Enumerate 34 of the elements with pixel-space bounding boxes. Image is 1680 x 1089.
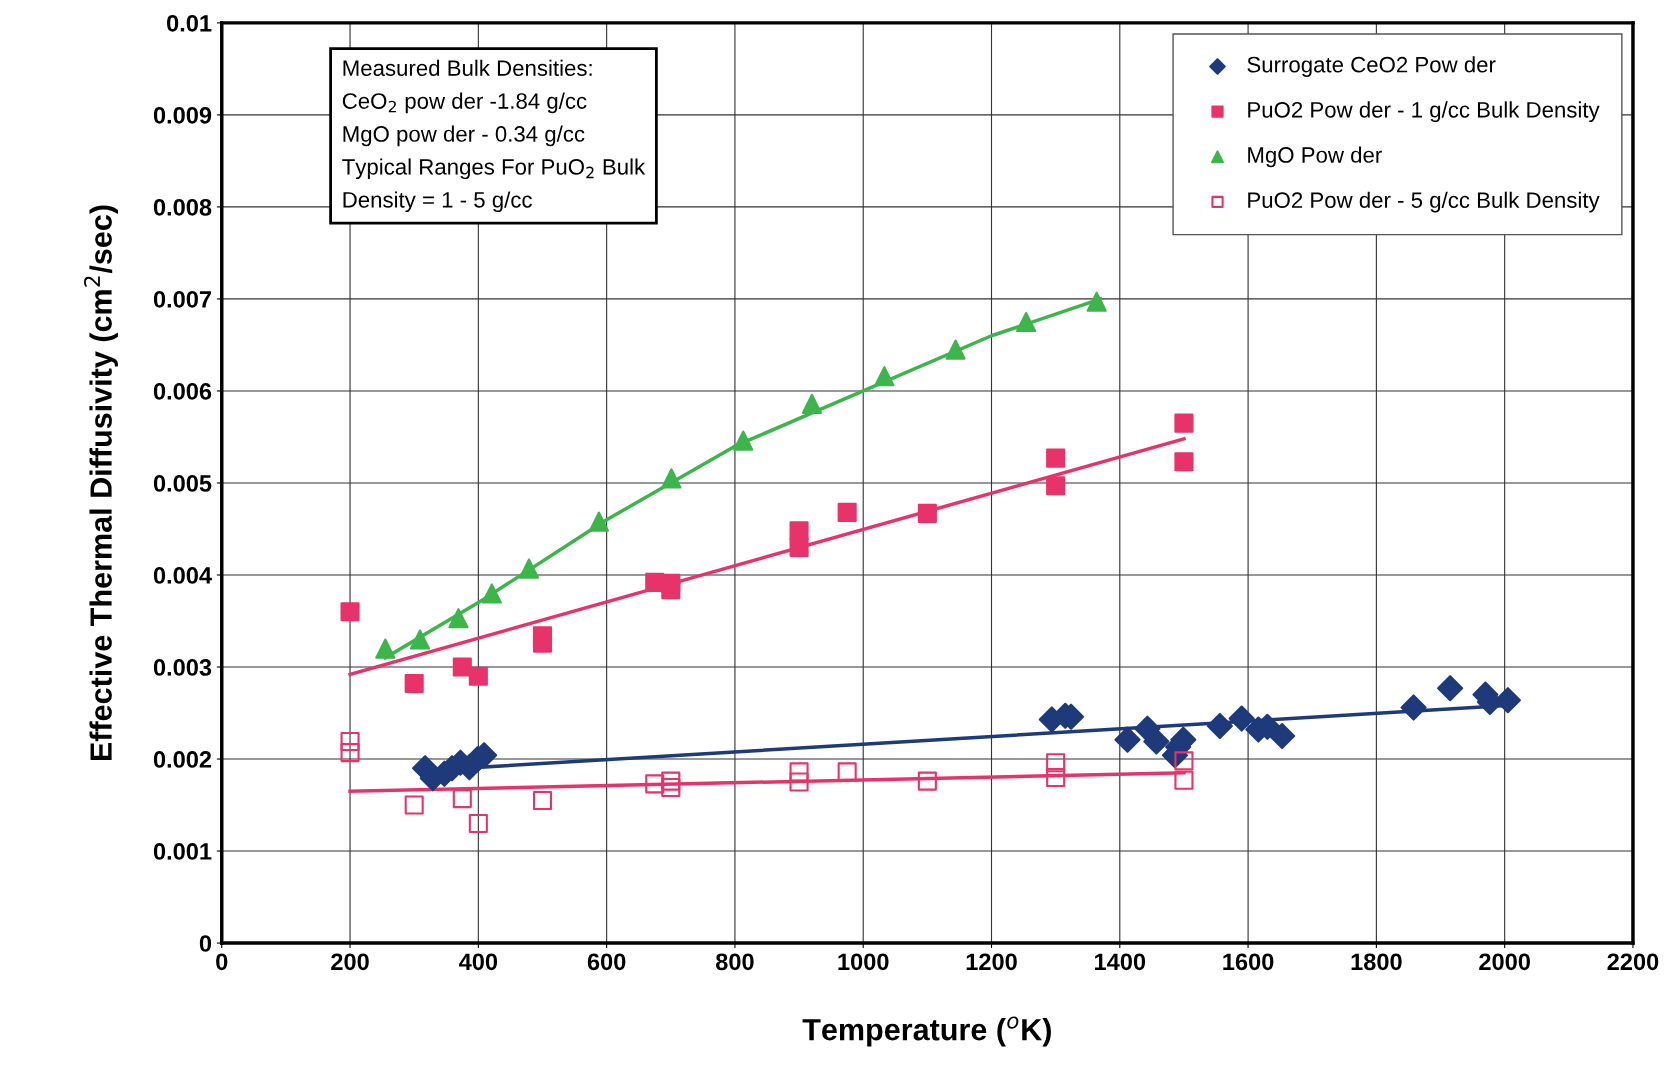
y-tick-label: 0.004 bbox=[153, 567, 212, 584]
y-tick-label: 0.006 bbox=[153, 383, 212, 400]
x-tick-label: 0 bbox=[216, 953, 228, 971]
x-tick-label: 2200 bbox=[1607, 953, 1659, 971]
y-tick-label: 0.005 bbox=[153, 475, 212, 492]
x-tick-label: 2000 bbox=[1479, 953, 1530, 971]
x-tick-label: 1800 bbox=[1351, 953, 1402, 971]
x-tick-label: 1600 bbox=[1223, 953, 1274, 971]
x-tick-label: 400 bbox=[459, 953, 498, 971]
x-tick-label: 800 bbox=[715, 953, 754, 971]
y-tick-label: 0.01 bbox=[167, 14, 212, 32]
annotation: MgO pow der - 0.34 g/cc bbox=[343, 125, 585, 147]
y-tick-label: 0.003 bbox=[153, 659, 212, 676]
annotation: CeO$_{2}$ pow der -1.84 g/cc bbox=[342, 92, 587, 114]
x-tick-label: 1000 bbox=[838, 953, 889, 971]
x-axis-title: Temperature ($^{o}$K) bbox=[802, 1016, 1051, 1047]
y-tick-label: 0.002 bbox=[153, 751, 212, 768]
y-axis-title: Effective Thermal Diffusivity (cm$^{2}$/sec) bbox=[84, 205, 118, 761]
legend-label: PuO2 Pow der - 5 g/cc Bulk Density bbox=[1248, 191, 1600, 213]
annotation: Typical Ranges For PuO$_{2}$ Bulk bbox=[342, 158, 646, 180]
y-tick-label: 0.009 bbox=[153, 106, 212, 124]
x-tick-label: 600 bbox=[587, 953, 626, 971]
annotation: Density = 1 - 5 g/cc bbox=[343, 191, 532, 213]
y-tick-label: 0.001 bbox=[153, 843, 212, 860]
x-tick-label: 200 bbox=[331, 953, 369, 971]
y-tick-label: 0.008 bbox=[153, 198, 212, 216]
legend-label: Surrogate CeO2 Pow der bbox=[1247, 56, 1496, 77]
x-tick-label: 1200 bbox=[966, 953, 1017, 971]
x-tick-label: 1400 bbox=[1095, 953, 1146, 971]
legend-label: PuO2 Pow der - 1 g/cc Bulk Density bbox=[1248, 101, 1600, 123]
y-tick-label: 0.007 bbox=[153, 291, 212, 308]
legend-label: MgO Pow der bbox=[1248, 146, 1382, 168]
y-tick-label: 0 bbox=[199, 935, 212, 952]
annotation: Measured Bulk Densities: bbox=[343, 59, 592, 76]
